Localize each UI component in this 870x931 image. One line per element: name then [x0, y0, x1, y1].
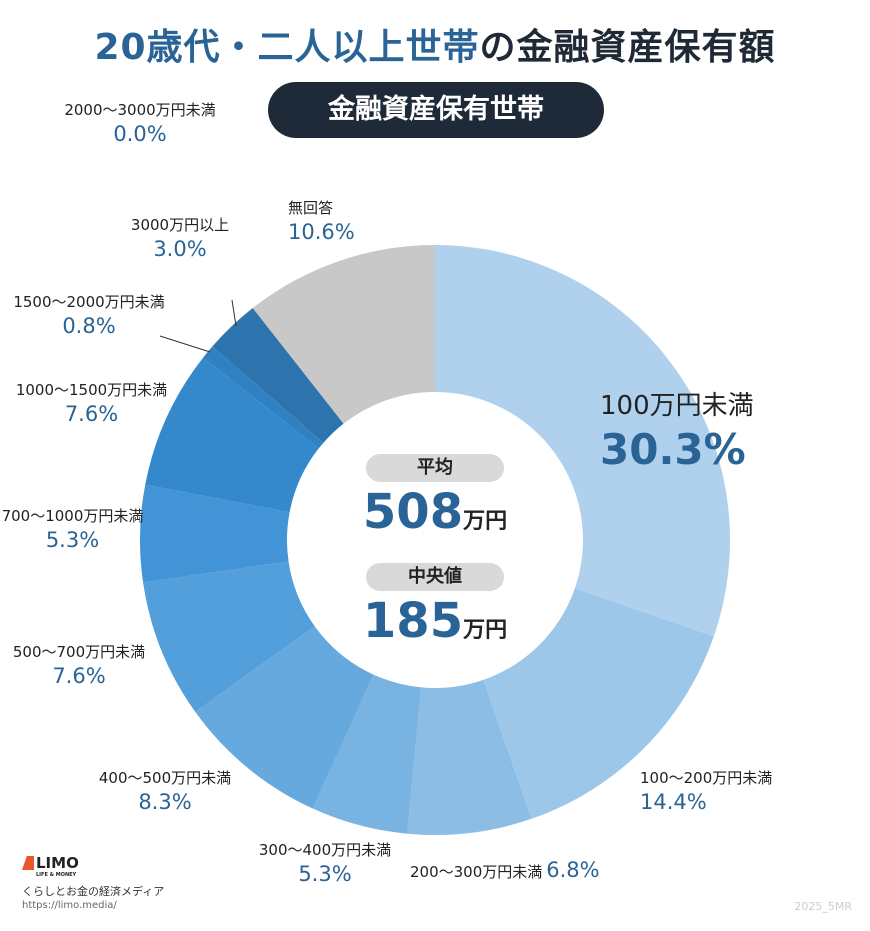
slice-label-10: 3000万円以上 3.0%: [100, 215, 260, 263]
slice-label-7: 1000〜1500万円未満 7.6%: [4, 380, 179, 428]
subtitle-badge: 金融資産保有世帯: [268, 82, 604, 138]
slice-label-5: 500〜700万円未満 7.6%: [4, 642, 154, 690]
slice-value: 30.3%: [600, 425, 746, 474]
slice-category: 400〜500万円未満: [98, 769, 232, 787]
logo-subtext: LIFE & MONEY: [36, 872, 77, 878]
logo-text: LIMO: [36, 854, 79, 872]
slice-label-9: 2000〜3000万円未満 0.0%: [40, 100, 240, 148]
donut-slice-4: [195, 626, 374, 809]
logo-mark-icon: [22, 856, 34, 870]
slice-value: 5.3%: [45, 528, 100, 552]
slice-category: 2000〜3000万円未満: [64, 101, 216, 119]
donut-slice-11: [252, 245, 435, 424]
mean-number: 508: [362, 484, 464, 540]
donut-slice-1: [483, 588, 714, 819]
slice-value: 5.3%: [298, 862, 352, 886]
slice-category: 無回答: [288, 199, 334, 217]
donut-slice-6: [140, 484, 290, 583]
donut-slice-7: [145, 357, 319, 513]
slice-value: 10.6%: [288, 220, 355, 244]
slice-label-2: 200〜300万円未満 6.8%: [410, 856, 640, 884]
slice-value: 6.8%: [546, 858, 600, 882]
slice-category: 300〜400万円未満: [258, 841, 392, 859]
slice-category: 200〜300万円未満: [410, 863, 543, 881]
donut-slice-0: [435, 245, 730, 637]
slice-label-1: 100〜200万円未満 14.4%: [640, 768, 860, 816]
slice-value: 3.0%: [153, 237, 207, 261]
slice-category: 500〜700万円未満: [12, 643, 146, 661]
slice-value: 7.6%: [64, 402, 119, 426]
slice-category: 100〜200万円未満: [640, 769, 773, 787]
mean-unit: 万円: [463, 509, 508, 534]
slice-label-0: 100万円未満 30.3%: [600, 390, 860, 478]
median-unit: 万円: [463, 618, 508, 643]
chart-title: 20歳代・二人以上世帯の金融資産保有額: [0, 18, 870, 70]
source-url[interactable]: https://limo.media/: [22, 900, 117, 911]
slice-label-6: 700〜1000万円未満 5.3%: [0, 506, 145, 554]
mean-label: 平均: [366, 454, 504, 482]
slice-label-4: 400〜500万円未満 8.3%: [80, 768, 250, 816]
title-highlight: 20歳代・二人以上世帯: [94, 27, 480, 68]
slice-label-3: 300〜400万円未満 5.3%: [240, 840, 410, 888]
leader-line-0: [231, 299, 237, 327]
slice-category: 3000万円以上: [130, 216, 230, 234]
median-number: 185: [362, 593, 464, 649]
slice-category: 1000〜1500万円未満: [15, 381, 168, 399]
slice-value: 8.3%: [138, 790, 192, 814]
donut-slice-2: [407, 679, 532, 835]
slice-value: 0.0%: [113, 122, 167, 146]
donut-slice-5: [143, 561, 315, 712]
donut-slice-3: [312, 674, 422, 834]
title-rest: の金融資産保有額: [479, 27, 776, 68]
tagline: くらしとお金の経済メディア: [22, 885, 165, 898]
donut-slice-10: [212, 308, 344, 443]
slice-label-11: 無回答 10.6%: [288, 198, 408, 246]
credit: 2025_5MR: [794, 900, 852, 913]
slice-label-8: 1500〜2000万円未満 0.8%: [4, 292, 174, 340]
slice-category: 1500〜2000万円未満: [13, 293, 165, 311]
slice-category: 100万円未満: [600, 391, 754, 421]
slice-category: 700〜1000万円未満: [1, 507, 144, 525]
median-value: 185万円: [340, 593, 530, 649]
slice-value: 0.8%: [62, 314, 116, 338]
leader-line-1: [159, 335, 211, 353]
limo-logo: LIMO LIFE & MONEY: [22, 854, 79, 878]
median-label: 中央値: [366, 563, 504, 591]
slice-value: 14.4%: [640, 790, 707, 814]
slice-value: 7.6%: [52, 664, 106, 688]
donut-slice-8: [203, 346, 324, 449]
mean-value: 508万円: [340, 484, 530, 540]
